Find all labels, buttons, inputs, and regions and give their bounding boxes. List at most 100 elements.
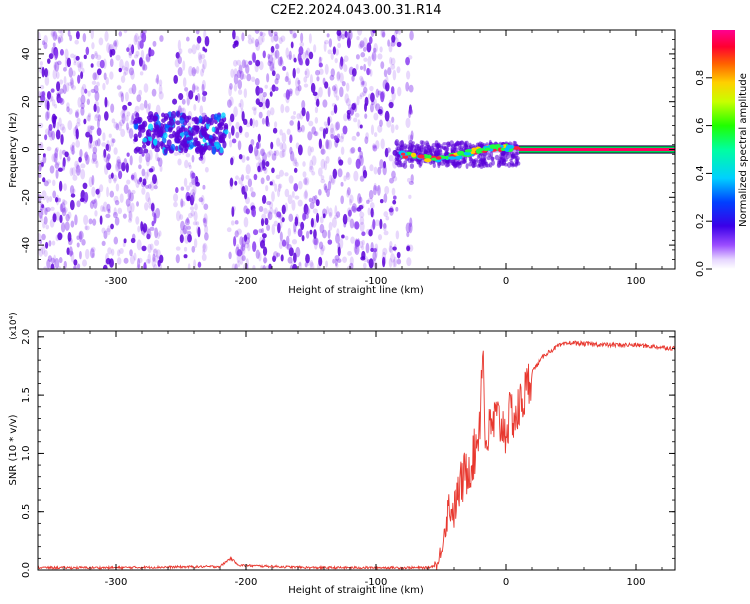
spectrogram-dot <box>291 238 298 245</box>
spectrogram-dot <box>145 258 151 264</box>
spectrogram-dot <box>194 203 198 211</box>
spectrogram-dot <box>335 95 340 101</box>
spectrogram-dot <box>238 153 243 160</box>
spectrogram-dot <box>92 218 97 226</box>
carrier-halo-dot <box>454 141 460 147</box>
carrier-halo-dot <box>490 156 495 162</box>
spectrogram-blob-dot <box>193 139 198 147</box>
spectrogram-dot <box>84 151 89 161</box>
spectrogram-dot <box>395 30 399 35</box>
spectrogram-dot <box>273 209 277 215</box>
spectrogram-dot <box>370 241 374 252</box>
spectrogram-dot <box>158 157 163 167</box>
spectrogram-dot <box>362 47 367 52</box>
spectrogram-dot <box>320 175 325 180</box>
spectrogram-dot <box>158 230 162 237</box>
spectrogram-dot <box>252 52 257 63</box>
spectrogram-dot <box>179 107 185 113</box>
spectrogram-dot <box>300 32 304 43</box>
spectrogram-dot <box>85 131 91 138</box>
spectrogram-dot <box>360 52 366 58</box>
spectrogram-dot <box>298 261 302 269</box>
spectrogram-dot <box>75 122 81 127</box>
spectrogram-dot <box>279 129 283 136</box>
spectrogram-dot <box>235 131 240 139</box>
spectrogram-dot <box>62 199 66 204</box>
spectrogram-dot <box>266 224 271 231</box>
spectrogram-dot <box>179 48 183 55</box>
spectrogram-dot <box>234 220 239 225</box>
spectrogram-blob-dot <box>142 144 147 149</box>
spectrogram-dot <box>383 69 388 78</box>
spectrogram-dot <box>327 49 333 55</box>
snr-x-label: Height of straight line (km) <box>288 585 424 596</box>
spectrogram-dot <box>377 90 382 96</box>
spectrogram-dot <box>103 154 109 162</box>
spectrogram-dot <box>94 90 100 102</box>
spectrogram-dot <box>361 79 365 85</box>
carrier-halo-dot <box>436 143 442 149</box>
spectrogram-dot <box>334 122 339 132</box>
spectrogram-dot <box>102 154 107 159</box>
spectrogram-dot <box>309 261 315 269</box>
spectrogram-dot <box>38 31 41 41</box>
spectrogram-dot <box>264 84 268 89</box>
spectrogram-dot <box>106 162 112 171</box>
spectrogram-dot <box>135 50 140 57</box>
spectrogram-dot <box>81 239 86 246</box>
spectrogram-dot <box>52 179 56 187</box>
spectrogram-dot <box>69 34 73 42</box>
spectrogram-dot <box>122 71 127 77</box>
spectrogram-dot <box>123 30 128 34</box>
spectrogram-dot <box>123 158 128 167</box>
spectrogram-dot <box>142 223 148 233</box>
spectrogram-dot <box>347 103 353 111</box>
spectrogram-dot <box>342 213 348 225</box>
spectrogram-dot <box>379 198 384 204</box>
spectrogram-dot <box>395 124 399 130</box>
spectrogram-dot <box>126 152 130 157</box>
spectrogram-dot <box>340 195 344 205</box>
spectrogram-dot <box>278 59 284 67</box>
spectrogram-dot <box>251 37 255 44</box>
spectrogram-dot <box>351 68 357 77</box>
spectrogram-dot <box>292 67 296 79</box>
spectrogram-dot <box>304 262 308 268</box>
spectrogram-dot <box>261 35 265 43</box>
spectrogram-dot <box>362 80 367 88</box>
spectrogram-dot <box>391 116 395 123</box>
spectrogram-dot <box>381 31 386 38</box>
spectrogram-dot <box>254 119 259 128</box>
spectrogram-dot <box>231 206 235 218</box>
spectrogram-dot <box>308 197 313 203</box>
spectrogram-dot <box>368 258 374 269</box>
spectrogram-dot <box>69 144 74 152</box>
spectrogram-dot <box>54 48 59 59</box>
spectrogram-dot <box>390 57 396 66</box>
spectrogram-dot <box>130 202 135 213</box>
spectrogram-dot <box>405 222 411 234</box>
carrier-blob <box>447 156 456 160</box>
spectrogram-dot <box>91 42 95 50</box>
spectrogram-dot <box>83 54 87 60</box>
spectrogram-dot <box>247 178 253 188</box>
spectrogram-dot <box>195 221 200 226</box>
spectrogram-dot <box>312 208 318 214</box>
spectrogram-dot <box>396 258 402 265</box>
spectrogram-dot <box>372 143 376 151</box>
spectrogram-dot <box>141 187 146 195</box>
spectrogram-dot <box>315 131 319 137</box>
spectrogram-dot <box>94 210 98 217</box>
spectrogram-dot <box>359 92 365 98</box>
spectrogram-dot <box>45 207 51 212</box>
spectrogram-dot <box>309 260 314 268</box>
spectrogram-dot <box>251 51 256 62</box>
spectrogram-blob-dot <box>209 118 215 126</box>
spectrogram-dot <box>357 30 363 36</box>
spectrogram-dot <box>281 149 286 158</box>
spectrogram-dot <box>347 30 353 41</box>
spectrogram-dot <box>237 89 243 95</box>
snr-x-tick-label: 0 <box>503 577 509 588</box>
spectrogram-dot <box>288 175 294 184</box>
